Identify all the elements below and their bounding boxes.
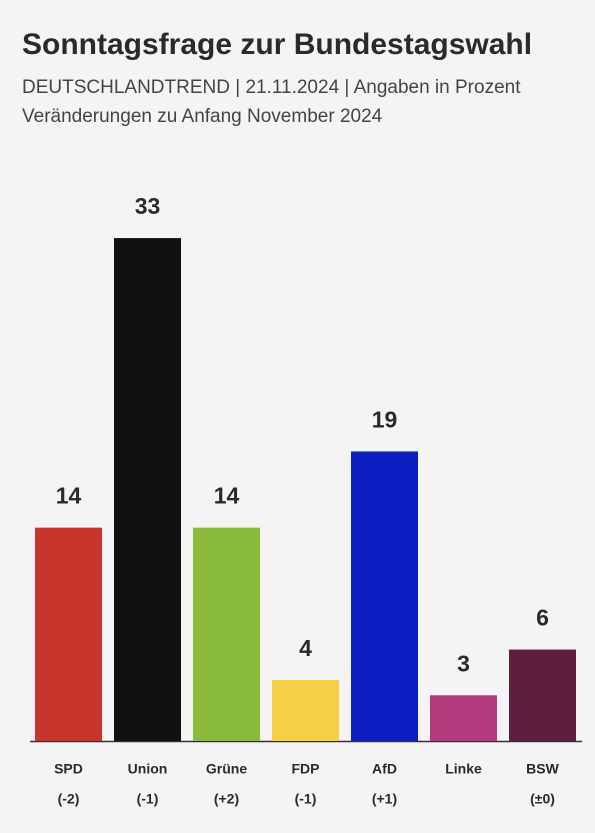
x-tick-label: SPD bbox=[54, 761, 83, 777]
value-label: 6 bbox=[536, 605, 549, 631]
chart-title: Sonntagsfrage zur Bundestagswahl bbox=[22, 28, 532, 61]
value-label: 4 bbox=[299, 635, 312, 661]
bar bbox=[430, 695, 497, 741]
chart-subtitle: DEUTSCHLANDTREND | 21.11.2024 | Angaben … bbox=[22, 77, 521, 98]
bar bbox=[272, 680, 339, 741]
change-label: (-1) bbox=[137, 791, 159, 807]
value-label: 14 bbox=[214, 483, 240, 509]
change-label: (-1) bbox=[295, 791, 317, 807]
chart-note: Veränderungen zu Anfang November 2024 bbox=[22, 106, 383, 127]
change-label: (±0) bbox=[530, 791, 555, 807]
x-tick-label: Grüne bbox=[206, 761, 247, 777]
bar bbox=[509, 649, 576, 741]
x-tick-label: Union bbox=[128, 761, 168, 777]
x-tick-label: AfD bbox=[372, 761, 397, 777]
x-tick-label: BSW bbox=[526, 761, 559, 777]
bar bbox=[193, 527, 260, 741]
value-label: 3 bbox=[457, 650, 470, 676]
x-tick-label: FDP bbox=[292, 761, 320, 777]
bar bbox=[35, 527, 102, 741]
bar bbox=[351, 451, 418, 741]
value-label: 19 bbox=[372, 407, 398, 433]
change-label: (+1) bbox=[372, 791, 397, 807]
value-label: 33 bbox=[135, 193, 161, 219]
value-label: 14 bbox=[56, 483, 82, 509]
bar bbox=[114, 238, 181, 741]
change-label: (-2) bbox=[58, 791, 80, 807]
x-tick-label: Linke bbox=[445, 761, 482, 777]
change-label: (+2) bbox=[214, 791, 239, 807]
